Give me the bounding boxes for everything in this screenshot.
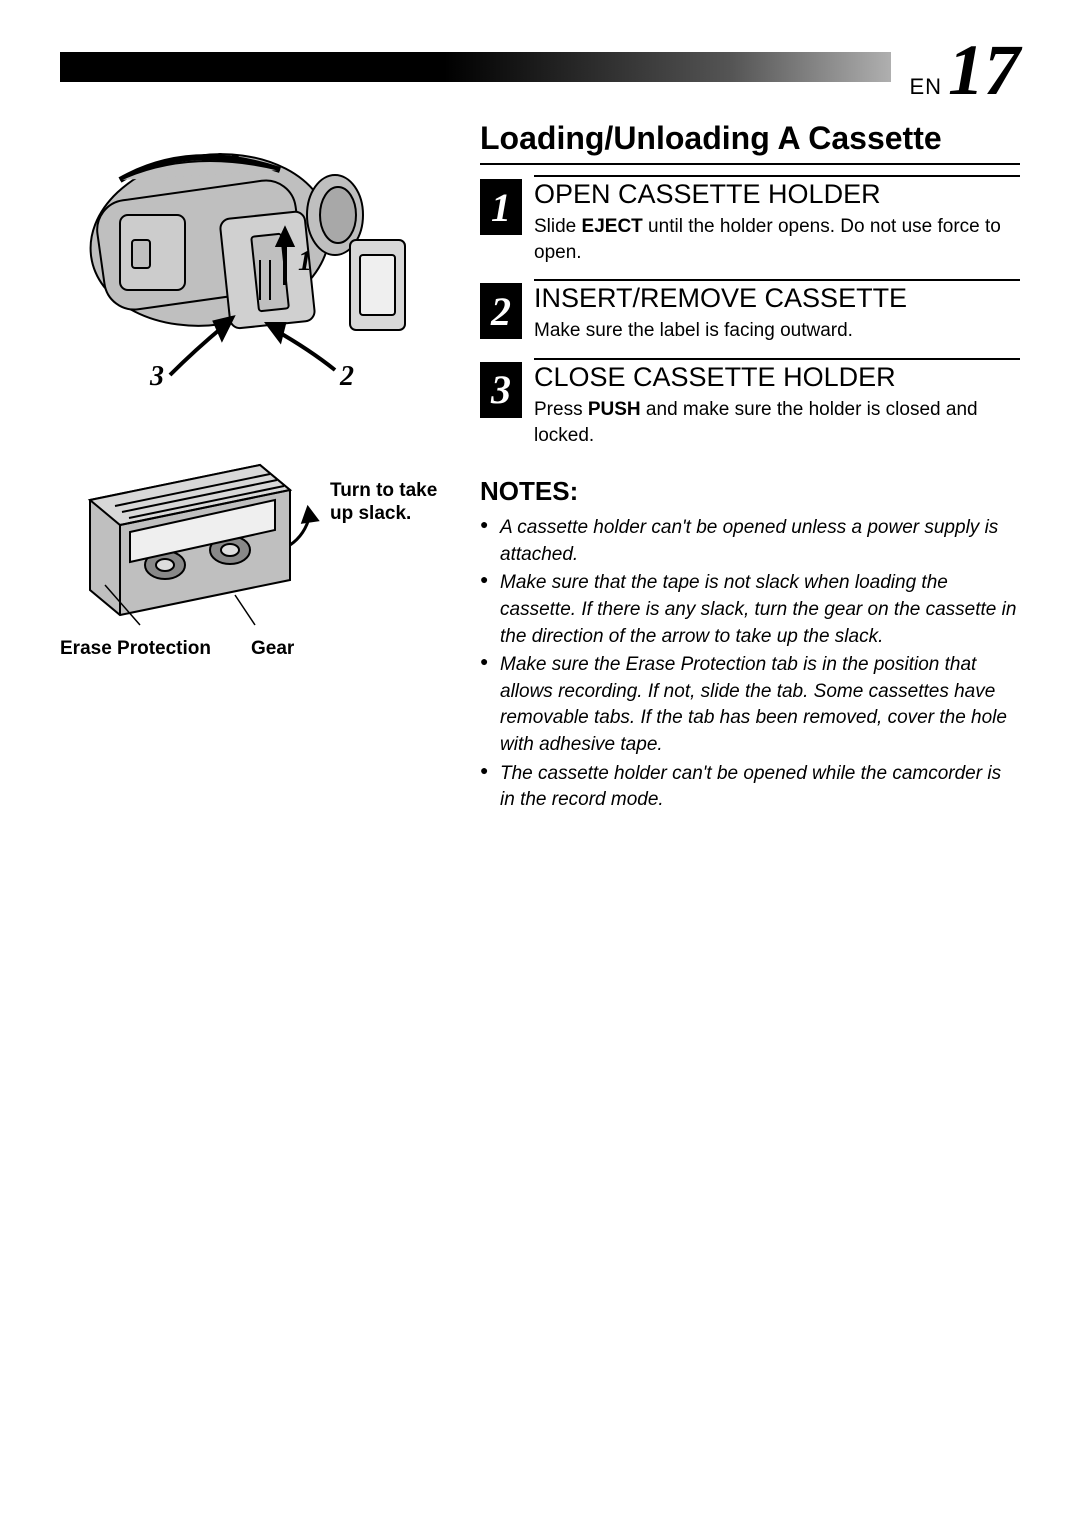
lang-label: EN [909, 74, 942, 100]
step-heading: INSERT/REMOVE CASSETTE [534, 279, 1020, 314]
page-number: 17 [948, 34, 1020, 106]
page-content: 1 2 3 [60, 120, 1020, 816]
section-title: Loading/Unloading A Cassette [480, 120, 1020, 165]
page-header: EN 17 [60, 40, 1020, 100]
cassette-diagram-block: Turn to take up slack. Erase Protection … [60, 430, 440, 660]
step-text: Make sure the label is facing outward. [534, 318, 1020, 344]
step-text: Press PUSH and make sure the holder is c… [534, 397, 1020, 448]
slack-line2: up slack. [330, 503, 411, 524]
gear-label: Gear [251, 638, 294, 660]
step-heading: CLOSE CASSETTE HOLDER [534, 358, 1020, 393]
note-item: The cassette holder can't be opened whil… [480, 761, 1020, 814]
instruction-column: Loading/Unloading A Cassette 1 OPEN CASS… [480, 120, 1020, 816]
notes-list: A cassette holder can't be opened unless… [480, 515, 1020, 814]
diagram-num-1: 1 [298, 246, 312, 277]
cassette-diagram [60, 430, 320, 630]
manual-page: EN 17 [0, 0, 1080, 876]
notes-heading: NOTES: [480, 476, 1020, 507]
step-heading: OPEN CASSETTE HOLDER [534, 175, 1020, 210]
step-2: 2 INSERT/REMOVE CASSETTE Make sure the l… [480, 279, 1020, 344]
erase-protection-label: Erase Protection [60, 638, 211, 660]
cassette-bottom-labels: Erase Protection Gear [60, 638, 440, 660]
note-item: A cassette holder can't be opened unless… [480, 515, 1020, 568]
note-item: Make sure the Erase Protection tab is in… [480, 652, 1020, 758]
slack-line1: Turn to take [330, 480, 437, 501]
note-item: Make sure that the tape is not slack whe… [480, 570, 1020, 650]
step-number: 2 [480, 283, 522, 339]
step-text: Slide EJECT until the holder opens. Do n… [534, 214, 1020, 265]
page-number-block: EN 17 [891, 34, 1020, 106]
step-number: 3 [480, 362, 522, 418]
step-3: 3 CLOSE CASSETTE HOLDER Press PUSH and m… [480, 358, 1020, 448]
diagram-num-3: 3 [149, 361, 164, 392]
step-1: 1 OPEN CASSETTE HOLDER Slide EJECT until… [480, 175, 1020, 265]
slack-callout: Turn to take up slack. [330, 480, 440, 526]
diagram-num-2: 2 [339, 361, 354, 392]
step-number: 1 [480, 179, 522, 235]
header-gradient [60, 52, 1020, 82]
camcorder-diagram: 1 2 3 [60, 120, 440, 400]
diagram-column: 1 2 3 [60, 120, 440, 816]
